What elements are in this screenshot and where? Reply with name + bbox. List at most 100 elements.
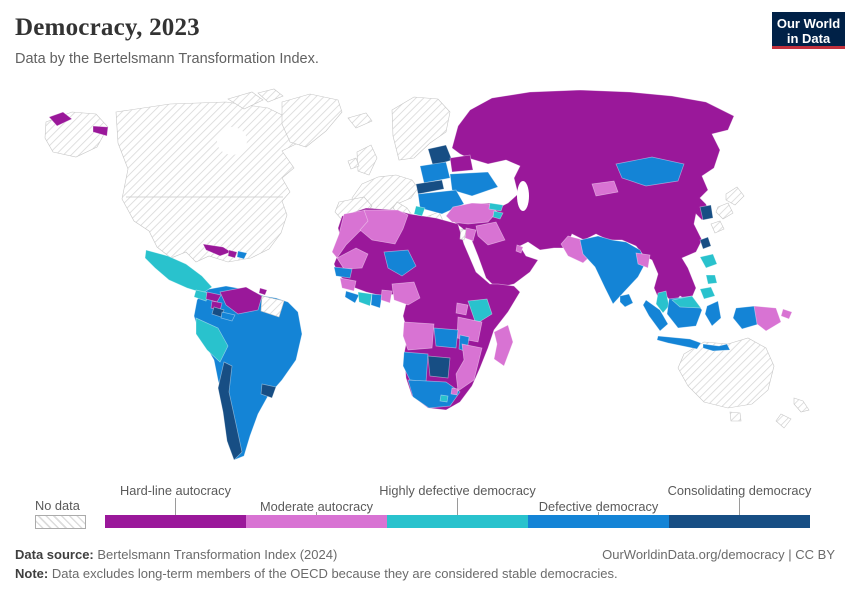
region-philippines-south[interactable]: [699, 286, 716, 300]
region-haiti[interactable]: [227, 249, 238, 259]
region-uruguay[interactable]: [260, 383, 277, 399]
region-bosnia[interactable]: [413, 205, 426, 217]
region-chile[interactable]: [217, 361, 243, 461]
region-sulawesi[interactable]: [704, 300, 722, 327]
no-data-swatch[interactable]: [35, 515, 86, 529]
region-guinea[interactable]: [339, 277, 357, 292]
legend-label-consolidating[interactable]: Consolidating democracy: [667, 483, 812, 498]
region-angola[interactable]: [402, 321, 435, 351]
region-panama[interactable]: [220, 311, 236, 322]
region-united-kingdom[interactable]: [356, 144, 378, 176]
region-south-korea[interactable]: [699, 204, 714, 221]
legend-swatch-highly-defective[interactable]: [387, 515, 528, 528]
region-malaysia-peninsula[interactable]: [655, 290, 670, 314]
region-mauritania[interactable]: [336, 247, 369, 270]
region-kyrgyzstan[interactable]: [591, 180, 619, 197]
region-guyanas[interactable]: [260, 295, 285, 318]
region-greenland[interactable]: [281, 93, 343, 148]
region-new-zealand-north[interactable]: [793, 397, 810, 413]
region-togo-benin[interactable]: [380, 289, 393, 304]
region-iceland[interactable]: [347, 112, 373, 129]
legend-label-moderate[interactable]: Moderate autocracy: [259, 499, 374, 514]
region-botswana[interactable]: [427, 355, 451, 379]
region-trinidad[interactable]: [258, 287, 268, 296]
region-north-america[interactable]: [115, 101, 301, 263]
region-sierra-leone-liberia[interactable]: [344, 290, 360, 304]
region-sri-lanka[interactable]: [619, 293, 634, 308]
region-guatemala[interactable]: [193, 289, 210, 302]
note-line: Note: Data excludes long-term members of…: [15, 566, 618, 581]
region-ghana[interactable]: [370, 293, 383, 309]
legend-swatch-defective[interactable]: [528, 515, 669, 528]
region-armenia[interactable]: [492, 210, 504, 220]
region-japan-central[interactable]: [715, 202, 734, 220]
region-algeria[interactable]: [359, 209, 409, 245]
region-eswatini[interactable]: [450, 387, 459, 396]
region-ukraine[interactable]: [449, 171, 499, 197]
region-cote-divoire[interactable]: [357, 291, 373, 307]
region-georgia[interactable]: [488, 202, 504, 212]
region-czech-slovakia[interactable]: [415, 179, 445, 195]
owid-logo[interactable]: Our World in Data: [772, 12, 845, 49]
legend-swatch-consolidating[interactable]: [669, 515, 810, 528]
region-iraq[interactable]: [475, 221, 506, 246]
note-label: Note:: [15, 566, 49, 581]
region-australia[interactable]: [677, 337, 775, 409]
region-venezuela[interactable]: [219, 286, 263, 315]
owid-url-link[interactable]: OurWorldinData.org/democracy | CC BY: [602, 547, 835, 562]
world-map[interactable]: [0, 85, 850, 475]
region-arctic-island-1[interactable]: [227, 91, 264, 110]
region-eurasia[interactable]: [447, 89, 735, 305]
legend-label-defective[interactable]: Defective democracy: [538, 499, 659, 514]
region-south-america[interactable]: [193, 285, 303, 461]
region-new-zealand-south[interactable]: [775, 413, 792, 429]
region-bangladesh[interactable]: [635, 252, 651, 269]
region-taiwan[interactable]: [699, 236, 712, 250]
data-source-line: Data source: Bertelsmann Transformation …: [15, 547, 337, 562]
region-zambia[interactable]: [433, 327, 459, 349]
legend-swatch-moderate[interactable]: [246, 515, 387, 528]
region-arctic-island-2[interactable]: [257, 88, 284, 103]
region-senegal[interactable]: [333, 266, 353, 279]
legend-tick: [598, 512, 599, 515]
region-sumatra[interactable]: [642, 299, 669, 332]
region-west-papua[interactable]: [732, 305, 760, 330]
note-value: Data excludes long-term members of the O…: [51, 566, 618, 581]
region-mongolia[interactable]: [615, 156, 685, 187]
region-tasmania[interactable]: [729, 411, 742, 422]
region-israel[interactable]: [459, 228, 467, 241]
region-cuba[interactable]: [202, 243, 232, 257]
region-java[interactable]: [656, 335, 702, 350]
region-russia-chukotka-1[interactable]: [48, 111, 73, 127]
region-philippines-north[interactable]: [699, 253, 718, 269]
region-japan-south[interactable]: [710, 220, 725, 234]
region-scandinavia[interactable]: [391, 96, 451, 161]
region-kenya[interactable]: [467, 298, 493, 325]
region-ireland[interactable]: [347, 157, 360, 170]
region-dominican-republic[interactable]: [236, 250, 248, 260]
region-india[interactable]: [579, 235, 647, 305]
region-lesser-sunda[interactable]: [702, 343, 731, 352]
region-costa-rica[interactable]: [211, 306, 225, 318]
region-uganda[interactable]: [455, 302, 469, 316]
region-lesotho[interactable]: [439, 394, 449, 403]
region-russia-chukotka-2[interactable]: [92, 125, 109, 137]
region-peru[interactable]: [195, 317, 229, 363]
legend-bar[interactable]: [105, 515, 810, 528]
region-png-islands[interactable]: [780, 308, 793, 320]
no-data-label: No data: [35, 498, 80, 513]
region-malaysia-borneo[interactable]: [671, 295, 702, 309]
region-kuwait[interactable]: [515, 244, 524, 254]
region-poland[interactable]: [419, 161, 451, 184]
region-niger[interactable]: [383, 249, 417, 277]
region-belarus[interactable]: [449, 154, 474, 173]
region-philippines-central[interactable]: [705, 274, 718, 285]
legend-tick: [175, 498, 176, 515]
region-japan-north[interactable]: [725, 186, 745, 206]
legend-swatch-hardline[interactable]: [105, 515, 246, 528]
region-papua-new-guinea[interactable]: [753, 305, 782, 332]
region-nigeria[interactable]: [391, 281, 421, 306]
legend-label-highly-defective[interactable]: Highly defective democracy: [379, 483, 536, 498]
legend-label-hardline[interactable]: Hard-line autocracy: [120, 483, 231, 498]
region-madagascar[interactable]: [493, 324, 514, 367]
